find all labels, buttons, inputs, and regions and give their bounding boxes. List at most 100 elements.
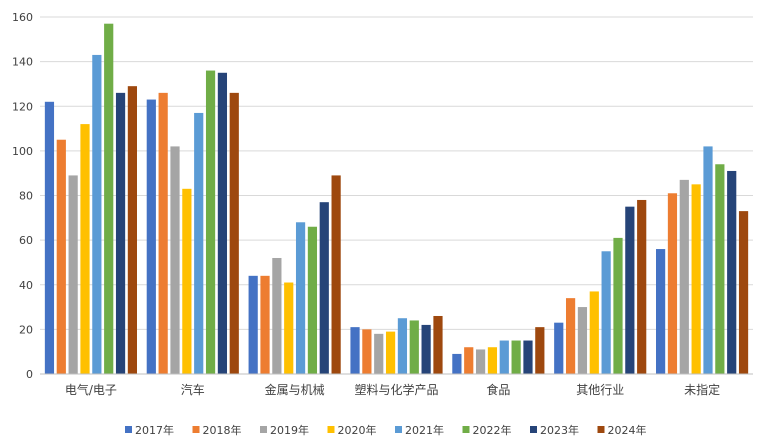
bar-2020年-食品	[487, 347, 498, 374]
bar-2021年-汽车	[194, 112, 204, 374]
y-axis-ticks: 0 20 40 60 80 100 120 140 160	[12, 11, 33, 381]
bar-2022年-汽车	[205, 70, 216, 375]
bar-2017年-其他行业	[554, 322, 564, 374]
bar-2019年-其他行业	[577, 307, 588, 374]
bar-2021年-未指定	[703, 146, 713, 374]
bar-2023年-电气/电子	[115, 92, 126, 375]
bar-2019年-电气/电子	[68, 175, 78, 374]
bar-2020年-电气/电子	[80, 124, 90, 374]
bar-2022年-塑料与化学产品	[409, 320, 419, 374]
bar-2018年-电气/电子	[56, 139, 66, 374]
bar-2024年-塑料与化学产品	[433, 315, 443, 374]
bar-2024年-食品	[535, 327, 545, 374]
bar-2022年-金属与机械	[307, 226, 318, 374]
bar-2022年-食品	[511, 340, 521, 374]
bar-2023年-塑料与化学产品	[421, 324, 431, 374]
bar-2023年-食品	[523, 340, 533, 374]
bar-2023年-汽车	[217, 72, 228, 374]
bar-2021年-食品	[499, 340, 509, 374]
bar-2022年-电气/电子	[104, 23, 114, 374]
legend-item: 2024年	[597, 423, 647, 437]
bar-2020年-汽车	[182, 188, 192, 374]
legend-item: 2022年	[462, 423, 512, 437]
bar-2018年-未指定	[667, 193, 678, 374]
bar-2020年-金属与机械	[284, 282, 294, 374]
bar-2021年-塑料与化学产品	[397, 318, 408, 374]
bar-2018年-汽车	[158, 92, 168, 375]
x-category-label: 金属与机械	[265, 382, 325, 397]
bars	[44, 23, 749, 375]
bar-2024年-金属与机械	[331, 175, 341, 374]
legend-label: 2020年	[338, 423, 377, 437]
x-category-label: 塑料与化学产品	[354, 382, 438, 397]
legend-swatch	[327, 426, 335, 433]
y-tick-label: 20	[19, 323, 33, 336]
legend-label: 2022年	[473, 423, 512, 437]
x-category-label: 汽车	[181, 382, 205, 397]
legend-item: 2023年	[530, 423, 579, 437]
legend-swatch	[125, 426, 132, 433]
y-tick-label: 120	[12, 100, 33, 113]
x-category-label: 未指定	[684, 382, 720, 397]
bar-2022年-其他行业	[613, 237, 623, 374]
legend-label: 2023年	[540, 423, 579, 437]
bar-2018年-其他行业	[565, 298, 576, 374]
legend-item: 2018年	[192, 423, 242, 437]
y-tick-label: 140	[12, 56, 33, 69]
legend-swatch	[462, 426, 470, 433]
bar-2022年-未指定	[715, 164, 725, 374]
legend-swatch	[260, 426, 267, 433]
legend-swatch	[192, 426, 200, 433]
bar-2017年-电气/电子	[44, 101, 55, 374]
legend-label: 2021年	[405, 423, 444, 437]
bar-2021年-电气/电子	[92, 54, 102, 375]
legend-item: 2021年	[395, 423, 444, 437]
bar-2019年-塑料与化学产品	[374, 333, 384, 374]
bar-2019年-金属与机械	[272, 257, 282, 374]
bar-2024年-电气/电子	[127, 86, 137, 375]
bar-2019年-食品	[475, 349, 486, 374]
bar-2024年-未指定	[738, 211, 749, 374]
legend-swatch	[597, 426, 605, 433]
legend-item: 2017年	[125, 423, 174, 437]
bar-2020年-未指定	[691, 184, 701, 374]
bar-2017年-汽车	[146, 99, 156, 374]
y-tick-label: 100	[12, 145, 33, 158]
bar-2023年-未指定	[727, 170, 737, 374]
y-tick-label: 0	[26, 368, 33, 381]
legend-label: 2024年	[608, 423, 647, 437]
bar-2018年-金属与机械	[260, 275, 270, 374]
legend-swatch	[530, 426, 537, 433]
y-tick-label: 160	[12, 11, 33, 24]
y-tick-label: 80	[19, 190, 33, 203]
bar-2020年-塑料与化学产品	[385, 331, 396, 374]
legend-label: 2018年	[203, 423, 242, 437]
x-category-label: 其他行业	[576, 383, 624, 397]
bar-2018年-塑料与化学产品	[362, 329, 372, 375]
bar-2020年-其他行业	[589, 291, 599, 374]
bar-2021年-金属与机械	[295, 222, 306, 374]
bar-2017年-未指定	[656, 249, 666, 374]
bar-2019年-汽车	[170, 146, 180, 374]
bar-2017年-金属与机械	[248, 275, 258, 374]
x-category-label: 食品	[486, 382, 510, 397]
bar-2023年-金属与机械	[319, 202, 329, 374]
bar-2023年-其他行业	[625, 206, 635, 374]
y-tick-label: 40	[19, 279, 33, 292]
bar-2019年-未指定	[679, 179, 689, 374]
legend-swatch	[395, 426, 402, 433]
x-category-label: 电气/电子	[65, 382, 117, 397]
legend-label: 2017年	[135, 423, 174, 437]
legend: 2017年 2018年 2019年 2020年 2021年 2022年 2023年 2024年	[125, 423, 647, 437]
y-tick-label: 60	[19, 234, 33, 247]
bar-2024年-其他行业	[637, 199, 647, 374]
bar-2024年-汽车	[229, 92, 239, 375]
legend-item: 2020年	[327, 423, 377, 437]
legend-label: 2019年	[270, 423, 309, 437]
bar-2017年-食品	[452, 353, 462, 374]
bar-2021年-其他行业	[601, 251, 611, 374]
bar-2017年-塑料与化学产品	[350, 327, 360, 374]
bar-2018年-食品	[464, 347, 474, 374]
